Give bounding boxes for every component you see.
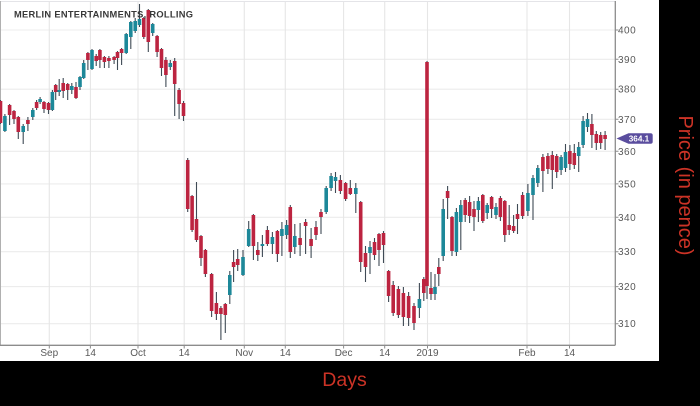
svg-text:400: 400 [618, 26, 636, 37]
svg-text:330: 330 [618, 247, 636, 258]
svg-text:320: 320 [618, 282, 636, 293]
svg-text:14: 14 [179, 348, 191, 359]
svg-text:370: 370 [618, 115, 636, 126]
svg-text:390: 390 [618, 55, 636, 66]
svg-text:340: 340 [618, 213, 636, 224]
svg-text:Sep: Sep [40, 348, 58, 359]
svg-text:380: 380 [618, 85, 636, 96]
svg-text:14: 14 [85, 348, 97, 359]
svg-text:310: 310 [618, 319, 636, 330]
svg-text:Oct: Oct [130, 348, 146, 359]
svg-text:MERLIN ENTERTAINMENTS, ROLLING: MERLIN ENTERTAINMENTS, ROLLING [14, 10, 193, 20]
svg-text:350: 350 [618, 179, 636, 190]
svg-text:14: 14 [379, 348, 391, 359]
svg-text:364.1: 364.1 [629, 134, 650, 143]
svg-text:Nov: Nov [235, 348, 253, 359]
svg-text:Feb: Feb [518, 348, 536, 359]
svg-text:360: 360 [618, 147, 636, 158]
svg-text:Days: Days [322, 369, 367, 391]
svg-text:14: 14 [564, 348, 576, 359]
svg-text:Dec: Dec [335, 348, 353, 359]
svg-text:2019: 2019 [416, 348, 439, 359]
svg-text:14: 14 [280, 348, 292, 359]
svg-text:Price (in pence): Price (in pence) [674, 115, 696, 255]
